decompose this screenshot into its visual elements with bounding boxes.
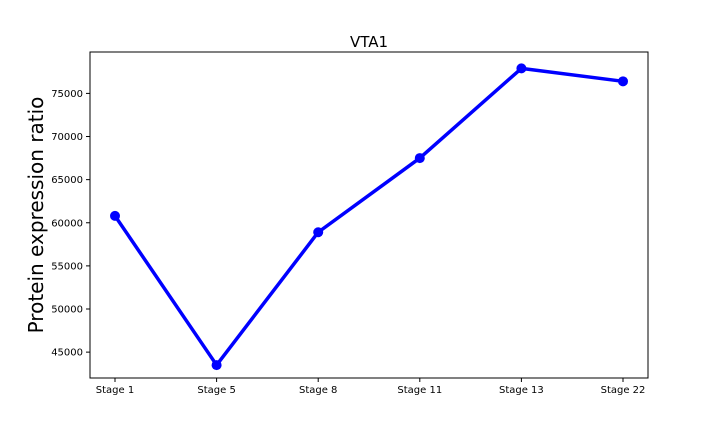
data-point [211,360,222,371]
x-tick-label: Stage 1 [96,385,134,396]
y-tick-label: 50000 [51,305,83,316]
y-tick-label: 65000 [51,175,83,186]
plot-area-frame [89,51,649,379]
data-point [110,210,120,221]
y-tick-label: 55000 [51,261,83,272]
chart-title: VTA1 [350,33,388,51]
y-tick-label: 60000 [51,218,83,229]
y-tick-label: 70000 [51,132,83,143]
y-axis: 45000 50000 55000 60000 65000 70000 75000 [51,89,90,359]
data-point [516,63,527,74]
data-point [414,153,425,164]
series-layer [110,63,628,371]
x-axis: Stage 1 Stage 5 Stage 8 Stage 11 Stage 13 Sta… [96,378,646,396]
x-tick-label: Stage 22 [601,385,646,396]
data-point [313,227,324,238]
series-line [113,66,624,367]
x-tick-label: Stage 11 [397,385,442,396]
x-tick-label: Stage 8 [299,385,337,396]
y-tick-label: 45000 [51,348,83,359]
y-tick-label: 75000 [51,89,83,100]
data-point [618,76,628,87]
x-tick-label: Stage 5 [197,385,235,396]
y-axis-title: Protein expression ratio [24,97,48,334]
x-tick-label: Stage 13 [499,385,544,396]
